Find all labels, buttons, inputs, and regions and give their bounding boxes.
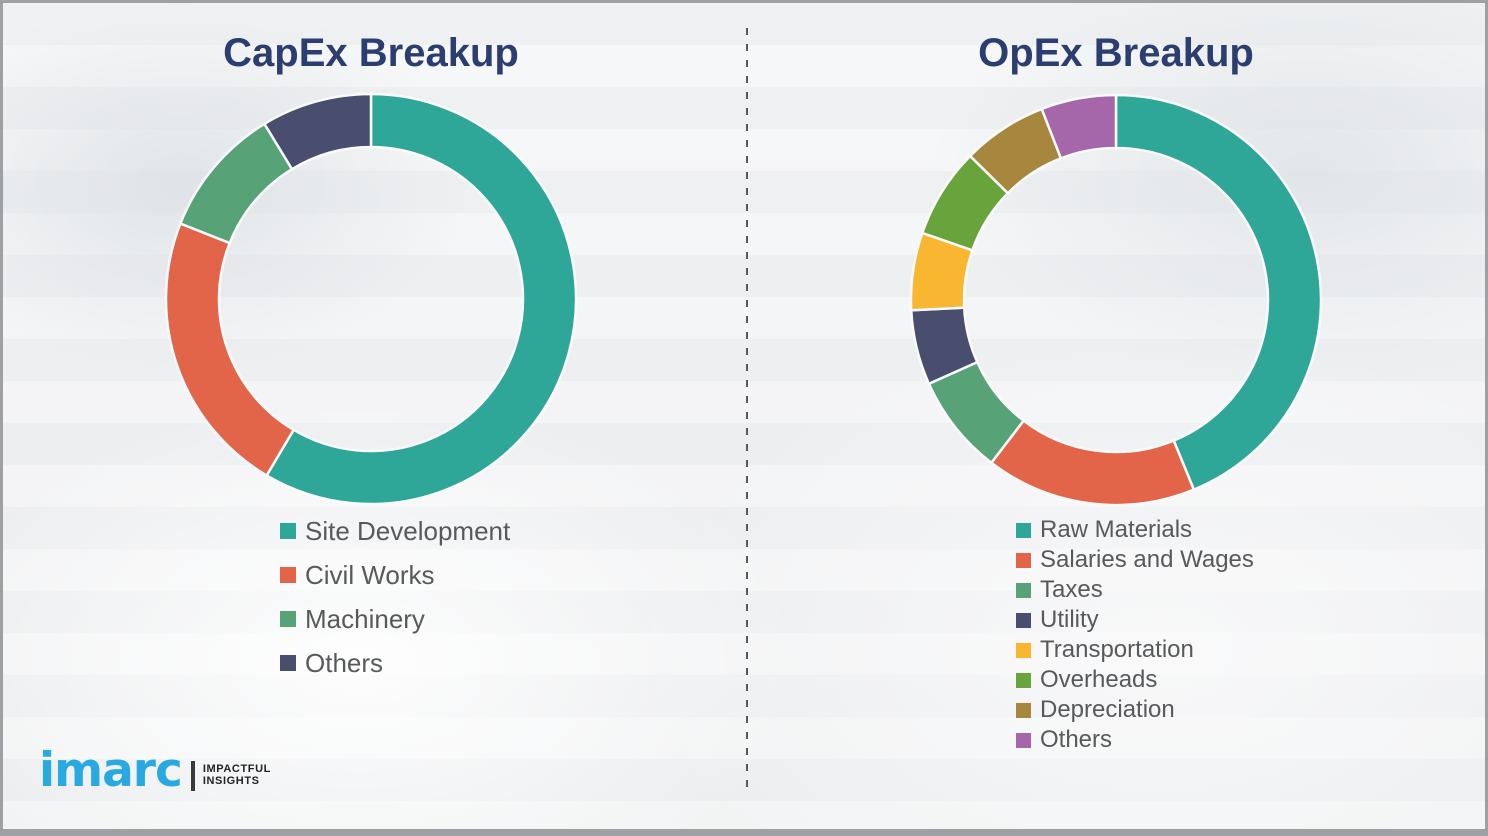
capex-legend: Site Development Civil Works Machinery Othe… (280, 509, 510, 685)
capex-donut-chart (164, 92, 578, 506)
legend-label: Others (305, 647, 384, 678)
legend-item: Civil Works (280, 553, 510, 597)
legend-label: Raw Materials (1040, 516, 1193, 543)
opex-legend: Raw Materials Salaries and Wages Taxes Util… (1016, 515, 1254, 755)
logo-divider-bar (190, 760, 195, 791)
donut-segment-others (1040, 93, 1118, 160)
legend-swatch (1016, 672, 1031, 688)
legend-item: Others (1016, 725, 1254, 755)
legend-label: Taxes (1040, 576, 1103, 603)
legend-label: Overheads (1040, 666, 1158, 693)
legend-swatch (280, 523, 296, 539)
legend-swatch (1016, 582, 1031, 598)
donut-segment-site-development (264, 92, 578, 506)
legend-label: Transportation (1040, 636, 1194, 663)
donut-segment-raw-materials (1114, 93, 1323, 492)
legend-label: Depreciation (1040, 696, 1175, 723)
section-divider-dashed-line (746, 28, 748, 792)
opex-title: OpEx Breakup (978, 31, 1254, 75)
capex-title: CapEx Breakup (223, 31, 519, 75)
legend-swatch (1016, 612, 1031, 628)
legend-item: Others (280, 641, 510, 685)
legend-swatch (1016, 642, 1031, 658)
legend-item: Utility (1016, 605, 1254, 635)
legend-swatch (1016, 552, 1031, 568)
legend-item: Transportation (1016, 635, 1254, 665)
legend-label: Salaries and Wages (1040, 546, 1254, 573)
logo-tagline-line2: INSIGHTS (202, 774, 260, 787)
legend-swatch (280, 611, 296, 627)
donut-segment-civil-works (164, 221, 296, 478)
legend-item: Taxes (1016, 575, 1254, 605)
imarc-logo: imarc IMPACTFUL INSIGHTS (39, 747, 271, 794)
legend-swatch (280, 655, 296, 671)
imarc-wordmark: imarc (39, 743, 183, 798)
legend-item: Salaries and Wages (1016, 545, 1254, 575)
legend-label: Civil Works (305, 559, 435, 590)
legend-item: Machinery (280, 597, 510, 641)
legend-item: Site Development (280, 509, 510, 553)
donut-segment-salaries-and-wages (989, 418, 1196, 507)
legend-swatch (1016, 732, 1031, 748)
opex-donut-chart (909, 93, 1323, 507)
legend-item: Raw Materials (1016, 515, 1254, 545)
legend-label: Machinery (305, 603, 425, 634)
logo-tagline: IMPACTFUL INSIGHTS (202, 763, 271, 787)
legend-label: Utility (1040, 606, 1099, 633)
legend-swatch (280, 567, 296, 583)
legend-swatch (1016, 522, 1031, 538)
logo-tagline-line1: IMPACTFUL (202, 763, 271, 775)
legend-label: Site Development (305, 515, 511, 546)
donut-segment-others (262, 92, 373, 171)
legend-label: Others (1040, 726, 1113, 753)
legend-item: Overheads (1016, 665, 1254, 695)
legend-item: Depreciation (1016, 695, 1254, 725)
legend-swatch (1016, 702, 1031, 718)
